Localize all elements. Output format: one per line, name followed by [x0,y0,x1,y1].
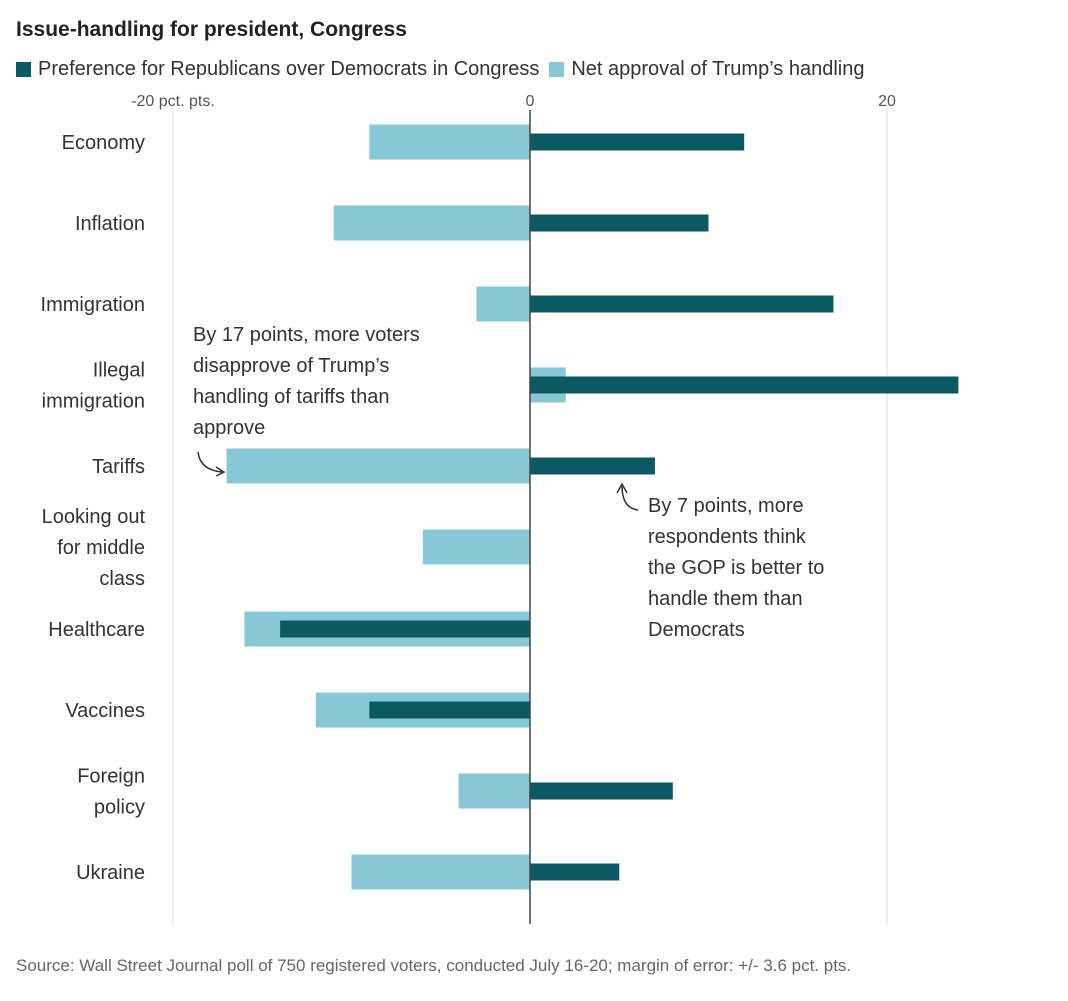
legend-item-trump-approval: Net approval of Trump’s handling [549,58,864,81]
source-note: Source: Wall Street Journal poll of 750 … [16,956,852,975]
category-label: for middle [57,537,145,559]
x-tick-label: 20 [878,93,896,110]
legend-swatch-dark [16,62,31,77]
annotation-line: By 7 points, more [648,495,804,517]
bar-gop-preference [530,782,673,800]
category-label: Ukraine [76,862,145,884]
category-label: immigration [42,391,145,413]
annotation-line: Democrats [648,619,745,641]
bar-gop-preference [530,457,655,475]
annotation-line: handling of tariffs than [193,386,390,408]
x-tick-label: 0 [526,93,535,110]
legend-swatch-light [549,62,565,77]
annotation-line: handle them than [648,588,803,610]
annotation-arrow-right [621,485,639,511]
annotation-line: By 17 points, more voters [193,324,420,346]
category-label: policy [94,797,145,819]
bar-net-approval [226,448,531,484]
bar-net-approval [458,773,530,809]
legend-label-gop-preference: Preference for Republicans over Democrat… [38,58,540,80]
bar-net-approval [333,205,530,241]
annotation-line: the GOP is better to [648,557,825,579]
bar-gop-preference [530,214,709,232]
category-label: Immigration [41,294,145,316]
bar-gop-preference [530,133,745,151]
x-tick-label: -20 pct. pts. [131,93,215,110]
category-label: Inflation [75,213,145,235]
category-label: class [99,568,145,590]
category-label: Vaccines [65,700,145,722]
category-label: Foreign [77,766,145,788]
category-label: Economy [62,132,145,154]
bar-net-approval [476,286,530,322]
annotation-line: approve [193,417,266,439]
annotation-arrow-left [197,451,223,473]
legend-label-trump-approval: Net approval of Trump’s handling [571,58,865,80]
bar-gop-preference [530,295,834,313]
bar-net-approval [422,529,530,565]
legend-item-gop-preference: Preference for Republicans over Democrat… [16,58,539,81]
bar-gop-preference [530,863,620,881]
category-label: Tariffs [92,456,145,478]
annotation-line: respondents think [648,526,806,548]
bar-gop-preference [530,376,959,394]
category-label: Looking out [42,506,146,528]
bar-gop-preference [369,701,530,719]
bar-net-approval [369,124,530,160]
category-label: Illegal [93,360,145,382]
annotation-line: disapprove of Trump’s [193,355,390,377]
bar-gop-preference [280,620,530,638]
annotation-arrowhead-right [616,482,628,494]
category-label: Healthcare [48,619,145,641]
annotation-tariffs-gop: By 7 points, more respondents think the … [648,491,824,646]
bar-net-approval [351,854,530,890]
legend: Preference for Republicans over Democrat… [16,58,874,81]
chart-title: Issue-handling for president, Congress [16,18,407,41]
annotation-arrowhead-left [215,466,226,477]
annotation-tariffs-disapprove: By 17 points, more voters disapprove of … [193,320,420,444]
